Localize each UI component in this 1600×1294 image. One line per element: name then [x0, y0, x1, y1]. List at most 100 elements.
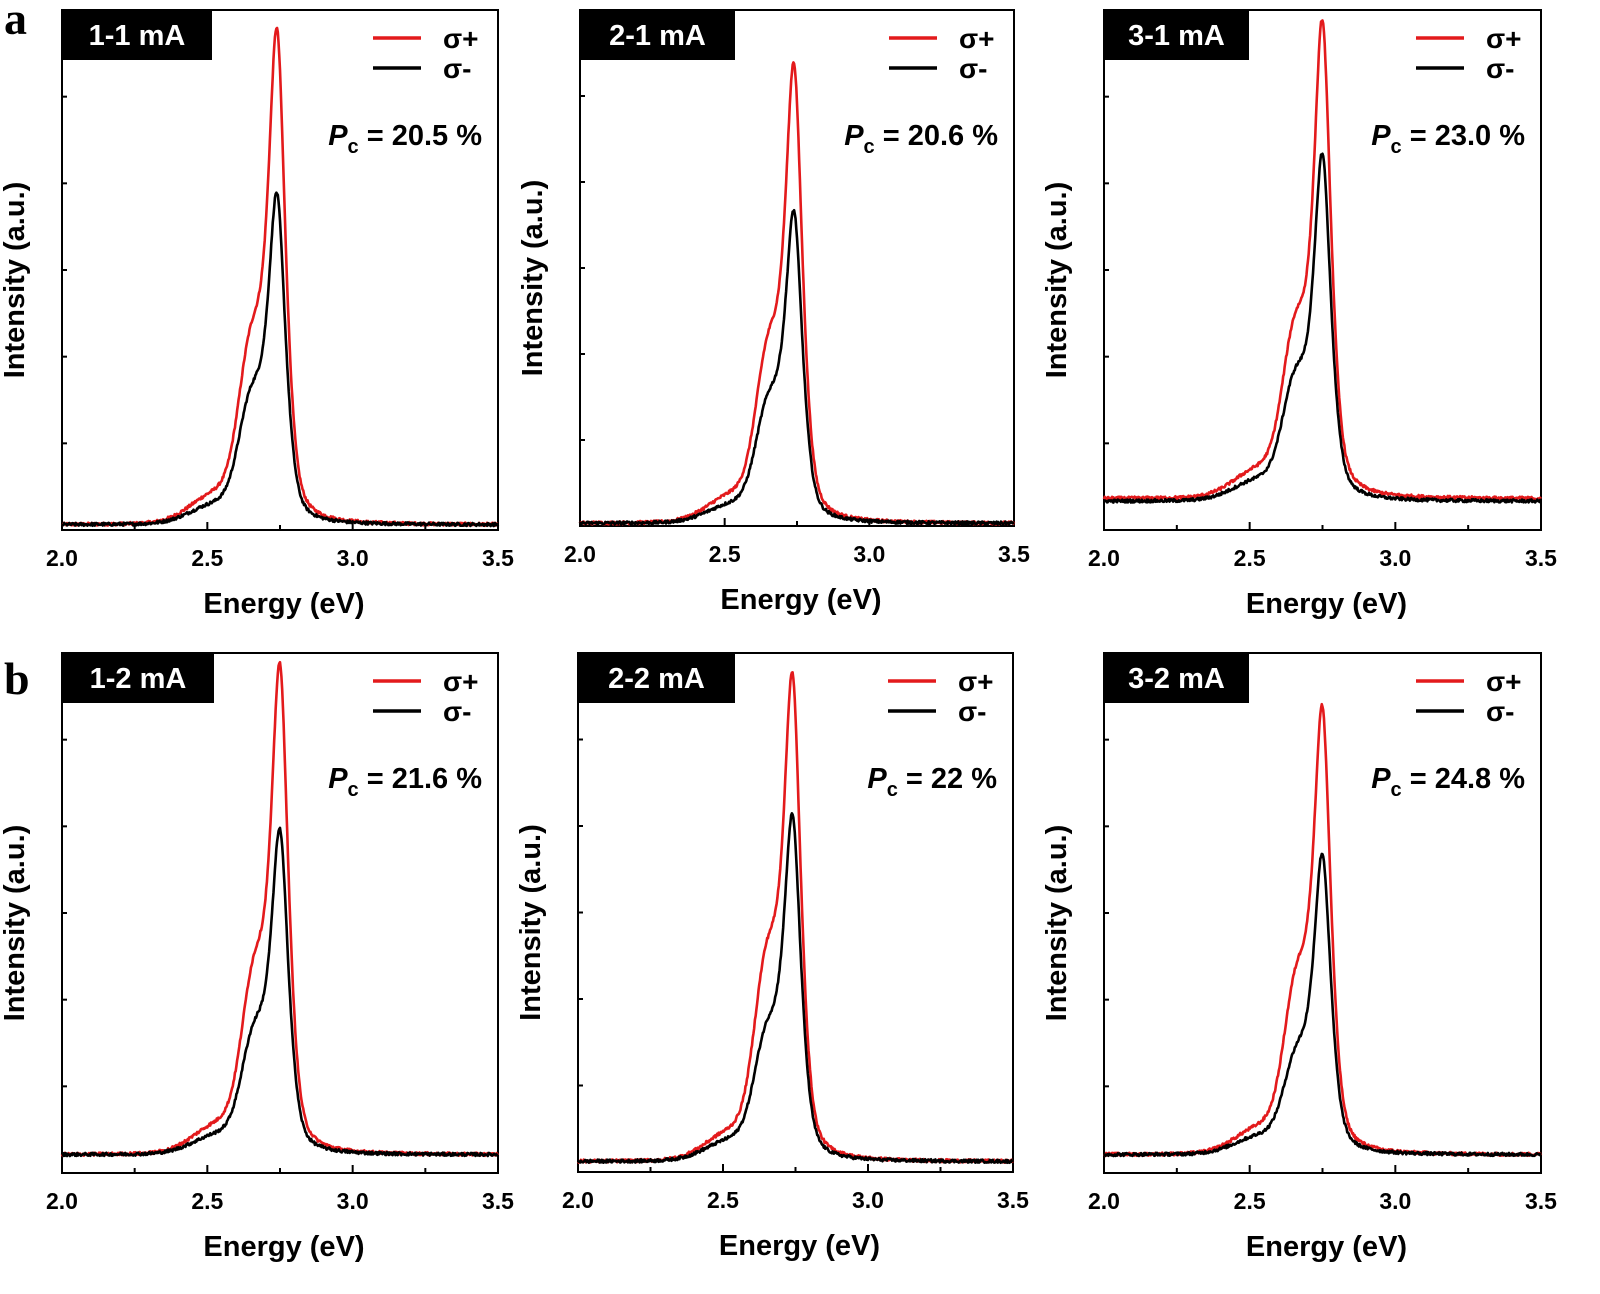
pc-annotation: Pc = 24.8 %: [1371, 763, 1525, 801]
pc-symbol: P: [867, 763, 887, 795]
x-tick-label: 2.5: [707, 1187, 739, 1213]
series-sigma-minus: [1102, 152, 1542, 504]
x-tick-label: 3.0: [1379, 1188, 1411, 1214]
pc-annotation: Pc = 23.0 %: [1371, 120, 1525, 158]
panel-tag-box: [1104, 10, 1249, 60]
x-tick-label: 2.0: [46, 1188, 78, 1214]
legend-label: σ-: [1486, 53, 1514, 84]
series-sigma-plus: [60, 660, 499, 1158]
x-tick-label: 3.0: [852, 1187, 884, 1213]
legend-label: σ+: [443, 23, 479, 54]
panel-tag: 1-2 mA: [90, 663, 187, 695]
pc-value: = 22 %: [898, 763, 997, 795]
charts: 2.0 2.5 3.0 3.5 Energy (eV) Intensity (a.u.) 1…: [0, 9, 1557, 1263]
y-axis-title: Intensity (a.u.): [517, 180, 549, 377]
x-tick-label: 2.5: [191, 1188, 223, 1214]
pc-symbol: P: [1371, 763, 1391, 795]
pc-value: = 24.8 %: [1402, 763, 1526, 795]
pc-value: = 20.6 %: [875, 120, 999, 152]
plot-frame: [1103, 9, 1542, 531]
legend-label: σ-: [443, 53, 471, 84]
x-tick-label: 3.5: [1525, 545, 1557, 571]
pc-subscript: c: [348, 779, 359, 801]
x-tick-label: 3.5: [997, 1187, 1029, 1213]
pc-symbol: P: [328, 763, 348, 795]
series-sigma-plus: [577, 671, 1015, 1164]
x-axis-title: Energy (eV): [1246, 588, 1407, 620]
x-axis-title: Energy (eV): [1246, 1231, 1407, 1263]
x-tick-label: 2.0: [562, 1187, 594, 1213]
panel-tag: 3-2 mA: [1128, 663, 1225, 695]
legend-label: σ-: [958, 696, 986, 727]
pc-annotation: Pc = 20.5 %: [328, 120, 482, 158]
legend-label: σ-: [1486, 696, 1514, 727]
x-tick-label: 3.5: [482, 545, 514, 571]
chart-1: 2.0 2.5 3.0 3.5 Energy (eV) Intensity (a.u.) 1…: [0, 9, 514, 620]
legend-label: σ+: [1486, 23, 1522, 54]
panel-tag: 2-1 mA: [609, 20, 706, 52]
pc-value: = 23.0 %: [1402, 120, 1526, 152]
chart-4: 2.0 2.5 3.0 3.5 Energy (eV) Intensity (a.u.) 1…: [0, 652, 514, 1263]
panel-tag-box: [62, 653, 214, 703]
series-sigma-plus: [60, 26, 499, 528]
y-axis-title: Intensity (a.u.): [1041, 182, 1073, 379]
panel-tag-box: [1104, 653, 1249, 703]
x-tick-label: 3.5: [482, 1188, 514, 1214]
x-axis-title: Energy (eV): [719, 1230, 880, 1262]
plot-frame: [61, 652, 499, 1174]
x-tick-label: 3.5: [1525, 1188, 1557, 1214]
chart-6: 2.0 2.5 3.0 3.5 Energy (eV) Intensity (a.u.) 3…: [1041, 652, 1557, 1263]
panel-label-b: b: [4, 653, 30, 704]
panel-tag: 3-1 mA: [1128, 20, 1225, 52]
x-tick-label: 2.5: [1234, 545, 1266, 571]
x-tick-label: 2.0: [1088, 545, 1120, 571]
pc-subscript: c: [348, 136, 359, 158]
y-axis-title: Intensity (a.u.): [515, 824, 547, 1021]
chart-5: 2.0 2.5 3.0 3.5 Energy (eV) Intensity (a.u.) 2…: [515, 652, 1029, 1262]
x-axis-title: Energy (eV): [720, 584, 881, 616]
pc-symbol: P: [328, 120, 348, 152]
panel-tag: 1-1 mA: [89, 20, 186, 52]
pc-symbol: P: [844, 120, 864, 152]
legend-label: σ+: [958, 666, 994, 697]
pc-subscript: c: [887, 779, 898, 801]
legend-label: σ+: [443, 666, 479, 697]
panel-tag-box: [62, 10, 212, 60]
panel-label-a: a: [4, 0, 27, 44]
pc-annotation: Pc = 22 %: [867, 763, 997, 801]
panel-tag-box: [578, 653, 735, 703]
x-tick-label: 3.0: [1379, 545, 1411, 571]
y-axis-title: Intensity (a.u.): [0, 182, 31, 379]
pc-subscript: c: [1391, 779, 1402, 801]
x-axis-title: Energy (eV): [203, 1231, 364, 1263]
pc-subscript: c: [1391, 136, 1402, 158]
x-tick-label: 2.5: [1234, 1188, 1266, 1214]
series-sigma-minus: [1103, 852, 1542, 1158]
pc-subscript: c: [864, 136, 875, 158]
legend-label: σ-: [443, 696, 471, 727]
pc-annotation: Pc = 21.6 %: [328, 763, 482, 801]
chart-2: 2.0 2.5 3.0 3.5 Energy (eV) Intensity (a.u.) 2…: [517, 9, 1030, 616]
legend-label: σ+: [959, 23, 995, 54]
panel-tag-box: [580, 10, 735, 60]
y-axis-title: Intensity (a.u.): [1041, 825, 1073, 1022]
y-axis-title: Intensity (a.u.): [0, 825, 31, 1022]
legend-label: σ-: [959, 53, 987, 84]
legend-label: σ+: [1486, 666, 1522, 697]
pc-annotation: Pc = 20.6 %: [844, 120, 998, 158]
series-sigma-plus: [1102, 19, 1542, 502]
x-tick-label: 2.0: [46, 545, 78, 571]
panel-tag: 2-2 mA: [608, 663, 705, 695]
x-axis-title: Energy (eV): [203, 588, 364, 620]
x-tick-label: 2.0: [1088, 1188, 1120, 1214]
chart-3: 2.0 2.5 3.0 3.5 Energy (eV) Intensity (a.u.) 3…: [1041, 9, 1557, 620]
plot-frame: [1103, 652, 1542, 1174]
x-tick-label: 2.5: [191, 545, 223, 571]
series-sigma-minus: [576, 812, 1015, 1165]
series-sigma-minus: [578, 208, 1015, 526]
x-tick-label: 3.0: [337, 1188, 369, 1214]
series-sigma-minus: [60, 826, 499, 1158]
x-tick-label: 3.5: [998, 541, 1030, 567]
x-tick-label: 2.0: [564, 541, 596, 567]
